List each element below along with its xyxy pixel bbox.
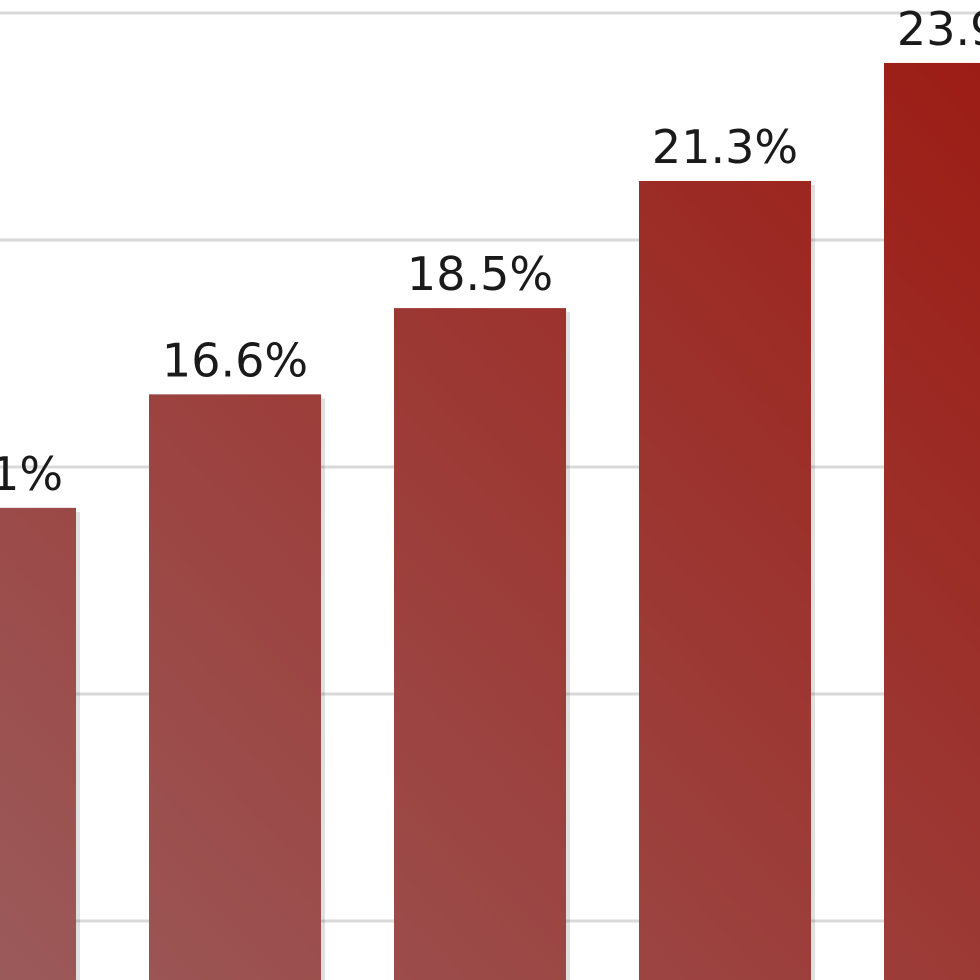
bar-3 — [394, 308, 566, 980]
bar-5 — [884, 62, 980, 980]
data-labels: 14.1% 16.6% 18.5% 21.3% 23.9% — [0, 2, 980, 501]
bars — [0, 62, 980, 980]
bar-2 — [149, 394, 321, 980]
data-label-5: 23.9% — [897, 2, 980, 56]
data-label-3: 18.5% — [407, 247, 553, 301]
bar-1 — [0, 507, 76, 980]
data-label-1: 14.1% — [0, 447, 63, 501]
data-label-4: 21.3% — [652, 120, 798, 174]
data-label-2: 16.6% — [162, 333, 308, 387]
bar-4 — [639, 180, 811, 980]
